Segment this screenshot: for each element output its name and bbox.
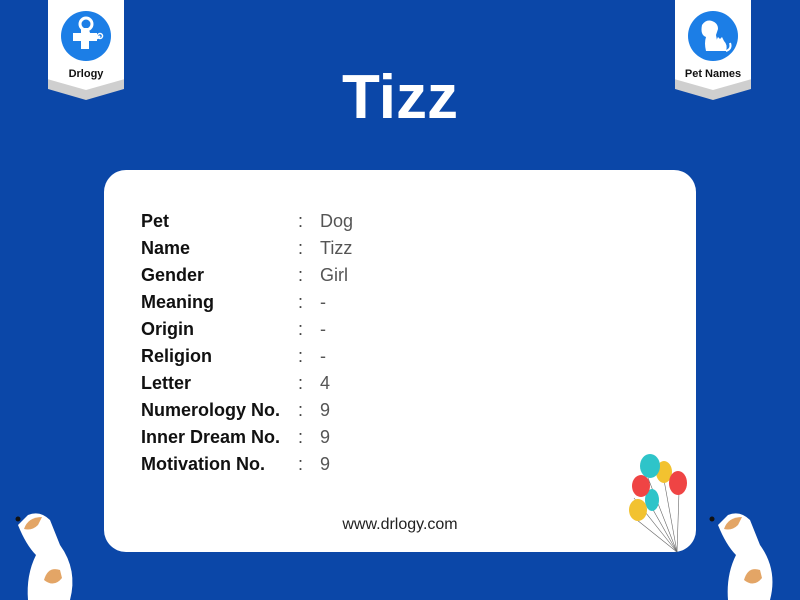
row-label: Motivation No. <box>141 454 265 474</box>
row-label: Name <box>141 238 191 258</box>
row-separator: : <box>298 346 304 366</box>
stethoscope-icon <box>61 11 111 61</box>
row-label: Numerology No. <box>141 400 281 420</box>
row-label: Religion <box>141 346 212 366</box>
row-label: Origin <box>141 319 194 339</box>
row-value: Tizz <box>320 238 353 258</box>
row-separator: : <box>298 319 304 339</box>
row-separator: : <box>298 238 304 258</box>
row-separator: : <box>298 454 304 474</box>
row-separator: : <box>298 211 304 231</box>
row-separator: : <box>298 400 304 420</box>
row-value: 9 <box>320 400 331 420</box>
row-value: - <box>320 292 326 312</box>
dog-cat-icon <box>688 11 738 61</box>
drlogy-logo: Drlogy <box>48 0 124 100</box>
row-label: Letter <box>141 373 192 393</box>
row-value: 4 <box>320 373 331 393</box>
website-link[interactable]: www.drlogy.com <box>342 516 458 533</box>
info-card: Pet: Dog Name: Tizz Gender: Girl Meaning: - Orig… <box>104 170 696 553</box>
drlogy-label: Drlogy <box>68 68 104 80</box>
row-value: 9 <box>320 454 331 474</box>
row-value: - <box>320 319 326 339</box>
row-value: 9 <box>320 427 331 447</box>
row-label: Inner Dream No. <box>141 427 281 447</box>
row-separator: : <box>298 265 304 285</box>
row-separator: : <box>298 292 304 312</box>
row-label: Pet <box>141 211 170 231</box>
row-value: Girl <box>320 265 348 285</box>
row-separator: : <box>298 427 304 447</box>
row-separator: : <box>298 373 304 393</box>
row-label: Gender <box>141 265 205 285</box>
row-label: Meaning <box>141 292 215 312</box>
row-value: Dog <box>320 211 354 231</box>
row-value: - <box>320 346 326 366</box>
pet-names-label: Pet Names <box>684 68 742 80</box>
dog-illustration-right <box>709 513 773 600</box>
balloons-illustration <box>629 454 687 553</box>
pet-names-logo: Pet Names <box>675 0 751 100</box>
dog-illustration-left <box>15 513 73 600</box>
page-title: Tizz <box>342 63 458 132</box>
